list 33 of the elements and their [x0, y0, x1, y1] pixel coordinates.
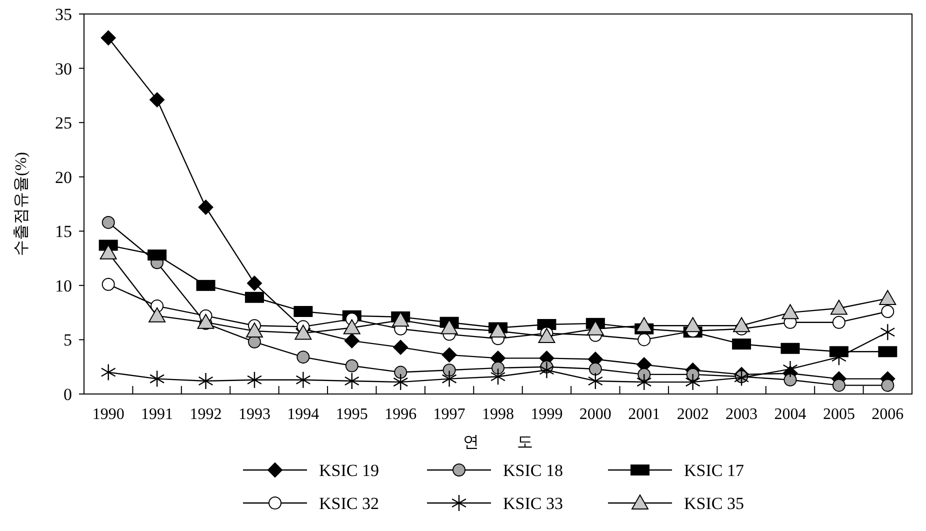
y-tick-label: 25: [55, 114, 72, 133]
x-tick-label: 1996: [384, 406, 417, 423]
y-tick-label: 5: [64, 330, 72, 350]
y-tick-label: 20: [55, 168, 72, 187]
y-tick-label: 10: [55, 276, 72, 296]
x-axis-title: 연 도: [463, 434, 533, 451]
x-tick-label: 1998: [482, 406, 514, 423]
y-tick-label: 15: [55, 222, 72, 242]
legend-label: KSIC 18: [503, 461, 563, 480]
legend-label: KSIC 19: [319, 461, 379, 480]
x-tick-label: 1990: [92, 406, 124, 423]
legend-label: KSIC 33: [503, 494, 563, 513]
y-tick-label: 30: [55, 59, 72, 78]
y-tick-label: 0: [64, 385, 72, 404]
x-tick-label: 1995: [336, 406, 368, 423]
x-tick-label: 2002: [676, 406, 709, 423]
x-tick-label: 1992: [190, 406, 222, 423]
x-tick-label: 1993: [238, 406, 270, 423]
x-tick-label: 1994: [287, 406, 320, 423]
x-tick-label: 1999: [530, 406, 563, 423]
legend-label: KSIC 35: [684, 494, 744, 513]
x-tick-label: 1991: [141, 406, 174, 423]
x-tick-label: 1997: [433, 406, 466, 423]
legend-label: KSIC 17: [684, 461, 744, 480]
x-tick-label: 2004: [774, 406, 806, 423]
x-tick-label: 2005: [822, 406, 855, 423]
y-axis-title: 수출점유율(%): [13, 152, 30, 256]
x-tick-label: 2006: [872, 406, 904, 423]
x-tick-label: 2003: [726, 406, 758, 423]
x-tick-label: 2000: [579, 406, 612, 423]
legend-label: KSIC 32: [319, 494, 379, 513]
y-tick-label: 35: [55, 5, 72, 24]
x-tick-label: 2001: [628, 406, 660, 423]
